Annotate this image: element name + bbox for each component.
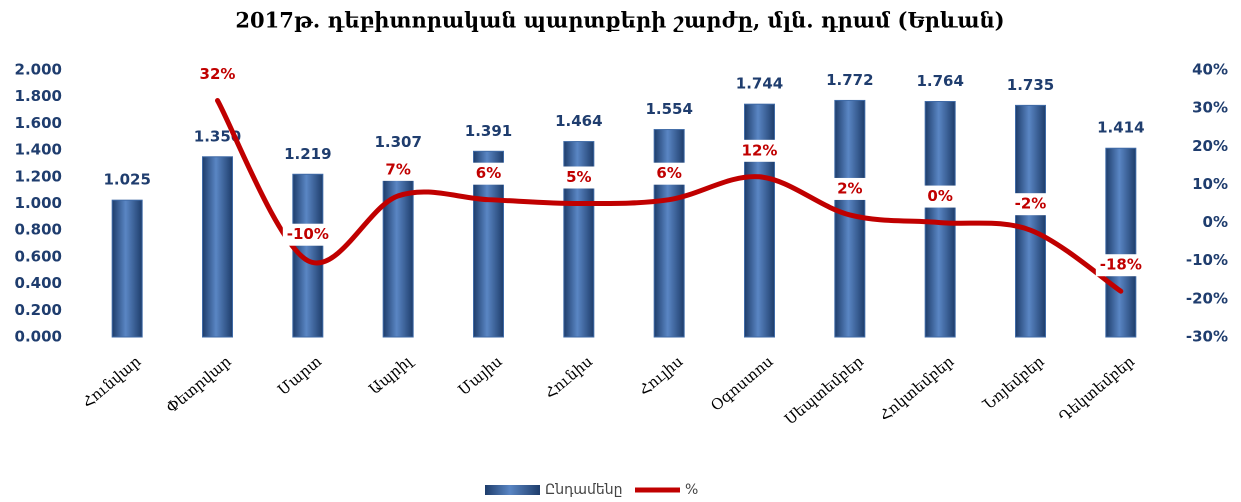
line-label: 12% [742, 141, 778, 159]
bar-label: 1.025 [103, 171, 150, 189]
bar-label: 1.772 [826, 71, 873, 89]
x-tick-label: Դեկտեմբեր [1055, 352, 1138, 426]
line-label-bg [1095, 254, 1146, 277]
line-label-bg [915, 185, 966, 208]
line [215, 98, 1124, 294]
y2-tick-label: 0% [1203, 213, 1228, 231]
y-tick-label: 2.000 [15, 61, 62, 79]
bar-label: 1.735 [1007, 76, 1054, 94]
y2-tick-label: 30% [1192, 99, 1228, 117]
bar-label: 1.219 [284, 145, 331, 163]
line-label-bg [553, 166, 604, 189]
x-tick-label: Նոյեմբեր [979, 352, 1048, 414]
y2-tick-label: -10% [1186, 251, 1228, 269]
y2-tick-label: 40% [1192, 61, 1228, 79]
x-tick-label: Փետրվար [163, 352, 235, 417]
legend-swatch [485, 485, 540, 495]
x-tick-label: Հունիս [541, 352, 596, 402]
bar-label: 1.350 [194, 127, 241, 145]
x-tick-label: Մայիս [455, 352, 506, 399]
bar [202, 156, 233, 338]
y-tick-label: 0.000 [15, 328, 62, 346]
line-label-bg [824, 177, 875, 200]
bar-label: 1.464 [555, 112, 602, 130]
bar-label: 1.744 [736, 75, 783, 93]
y-tick-label: 1.600 [15, 114, 62, 132]
bar [1015, 104, 1046, 338]
line-label-bg [644, 162, 695, 185]
y2-tick-label: -20% [1186, 289, 1228, 307]
bar [924, 101, 956, 338]
line-label: 2% [837, 179, 862, 197]
line-label: -2% [1015, 195, 1047, 213]
y2-tick-label: -30% [1186, 328, 1228, 346]
y-tick-label: 0.600 [15, 247, 62, 265]
x-tick-label: Հուլիս [635, 352, 686, 399]
y2-tick-label: 20% [1192, 137, 1228, 155]
legend-label: % [685, 482, 698, 498]
line-label-bg [192, 63, 243, 86]
legend-label: Ընդամենը [545, 482, 623, 498]
y-tick-label: 1.800 [15, 87, 62, 105]
x-tick-label: Մարտ [274, 352, 325, 399]
bar-label: 1.414 [1097, 119, 1144, 137]
bar [1105, 147, 1137, 338]
line-label: 7% [385, 160, 410, 178]
x-tick-label: Ապրիլ [365, 351, 416, 398]
x-tick-label: Հոկտեմբեր [876, 352, 958, 425]
line-label: 6% [476, 164, 501, 182]
chart-title: 2017թ. դեբիտորական պարտքերի շարժը, մլն. … [235, 8, 1004, 33]
bar [382, 162, 414, 338]
bar-label: 1.391 [465, 122, 512, 140]
x-tick-label: Հունվար [79, 352, 145, 411]
line-label-bg [1005, 193, 1056, 216]
bar-label: 1.764 [916, 72, 963, 90]
line-label-bg [463, 162, 514, 185]
y-tick-label: 1.200 [15, 167, 62, 185]
line-label: -18% [1100, 256, 1142, 274]
y-tick-label: 1.400 [15, 141, 62, 159]
y-tick-label: 1.000 [15, 194, 62, 212]
y-tick-label: 0.200 [15, 301, 62, 319]
line-label: 6% [656, 164, 681, 182]
bar [744, 103, 775, 338]
y-tick-label: 0.400 [15, 274, 62, 292]
bar-label: 1.554 [645, 100, 692, 118]
y-tick-label: 0.800 [15, 221, 62, 239]
bar-label: 1.307 [374, 133, 421, 151]
line-label-bg [734, 139, 785, 162]
line-label-bg [373, 158, 424, 181]
line-label: 0% [927, 187, 952, 205]
x-tick-label: Սեպտեմբեր [781, 352, 867, 428]
line-label: 32% [200, 65, 236, 83]
bar [653, 129, 685, 338]
line-label: 5% [566, 168, 591, 186]
bar [111, 199, 143, 338]
y2-tick-label: 10% [1192, 175, 1228, 193]
x-tick-label: Օգոստոս [707, 352, 777, 415]
bar [292, 173, 324, 338]
line-label: -10% [287, 225, 329, 243]
line-label-bg [282, 223, 333, 246]
